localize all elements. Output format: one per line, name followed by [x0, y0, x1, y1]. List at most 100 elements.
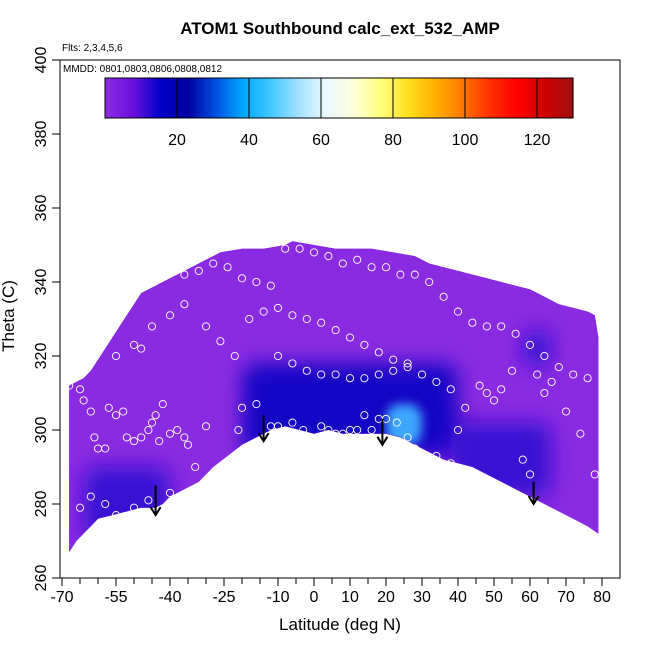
sample-point [446, 385, 455, 394]
sample-point [245, 314, 254, 324]
sample-point [475, 381, 484, 390]
sample-point [317, 370, 326, 379]
sample-point [345, 374, 355, 383]
colorbar-frame [104, 77, 574, 119]
x-tick-label: 20 [377, 589, 395, 606]
x-tick-label: -70 [50, 589, 73, 606]
x-tick-label: -40 [158, 589, 181, 606]
sample-point [353, 425, 362, 435]
x-tick-label: -25 [212, 589, 235, 606]
x-tick-label: 60 [521, 589, 539, 606]
sample-point [511, 329, 520, 338]
sample-point [396, 270, 405, 279]
x-axis: -70 -55 -40 -25 -10 0 10 20 30 40 50 60 70 80 [50, 578, 611, 606]
x-tick-label: 30 [413, 589, 431, 606]
sample-point [590, 470, 599, 479]
y-tick-label: 260 [33, 565, 50, 592]
y-tick-label: 300 [33, 417, 50, 444]
enhancement-region-0 [242, 363, 458, 456]
x-axis-label: Latitude (deg N) [279, 615, 401, 634]
sample-point [252, 400, 261, 409]
sample-point [237, 403, 247, 412]
sample-point [288, 359, 297, 368]
sample-point [453, 425, 463, 435]
enhancement-region-4 [522, 330, 552, 368]
sample-point [525, 340, 535, 349]
sample-point [101, 444, 110, 453]
sample-point [540, 388, 549, 398]
sample-point [86, 407, 95, 416]
sample-point [299, 425, 308, 435]
sample-point [561, 407, 571, 416]
sample-point [234, 425, 243, 435]
sample-point [119, 407, 128, 416]
sample-point [425, 455, 434, 464]
sample-point [518, 455, 527, 464]
sample-point [317, 422, 326, 431]
sample-point [410, 270, 419, 279]
sample-point [482, 322, 491, 331]
sample-point [75, 385, 85, 394]
chart-subtitle-flights: Flts: 2,3,4,5,6 [62, 43, 123, 54]
sample-point [173, 425, 182, 435]
sample-point [191, 462, 200, 472]
sample-point [147, 322, 157, 331]
sample-point [461, 403, 470, 412]
sample-point [155, 437, 164, 446]
sample-point [497, 322, 506, 331]
sample-point [122, 433, 131, 442]
sample-point [482, 388, 491, 398]
colorbar-tick-label: 20 [168, 132, 186, 149]
sample-point [273, 422, 283, 431]
sample-point [331, 370, 340, 379]
sample-point [129, 503, 139, 512]
sample-point [111, 351, 121, 361]
sample-point [540, 351, 549, 361]
sample-point [525, 470, 535, 479]
sample-point [281, 244, 290, 253]
sample-point [576, 429, 585, 438]
sample-point [180, 300, 189, 309]
arrows [149, 415, 540, 517]
sample-point [129, 437, 139, 446]
sample-point [273, 303, 283, 312]
sample-point [209, 259, 218, 268]
enhancement-region-2 [450, 422, 552, 497]
sample-point [309, 248, 319, 257]
sample-point [180, 270, 189, 279]
sample-point [75, 503, 85, 512]
colorbar-tick-label: 120 [524, 132, 551, 149]
sample-point [331, 326, 340, 335]
sample-point [288, 311, 297, 320]
sample-point [144, 425, 153, 435]
arrow [376, 418, 389, 447]
sample-point [101, 499, 110, 509]
y-tick-label: 280 [33, 491, 50, 518]
sample-point [194, 266, 203, 275]
colorbar-tick-label: 100 [452, 132, 479, 149]
sample-point [547, 377, 556, 386]
y-tick-label: 400 [33, 47, 50, 74]
sample-point [302, 314, 311, 324]
y-tick-label: 320 [33, 343, 50, 370]
sample-point [266, 281, 275, 290]
sample-point [86, 492, 95, 501]
sample-point [403, 359, 412, 368]
enhancement-region-1 [83, 467, 170, 541]
sample-point [338, 259, 347, 268]
sample-point [417, 370, 427, 379]
sample-point [65, 381, 74, 390]
sample-point [306, 433, 315, 442]
sample-point [468, 318, 477, 327]
sample-point [151, 411, 160, 420]
sample-point [367, 263, 376, 272]
sample-point [144, 496, 153, 505]
x-tick-label: -55 [104, 589, 127, 606]
sample-point [324, 425, 333, 435]
sample-point [165, 311, 175, 320]
sample-point [216, 488, 225, 497]
sample-point [137, 344, 146, 353]
sample-point [439, 292, 448, 301]
sample-point [374, 348, 383, 357]
sample-point [223, 466, 232, 475]
